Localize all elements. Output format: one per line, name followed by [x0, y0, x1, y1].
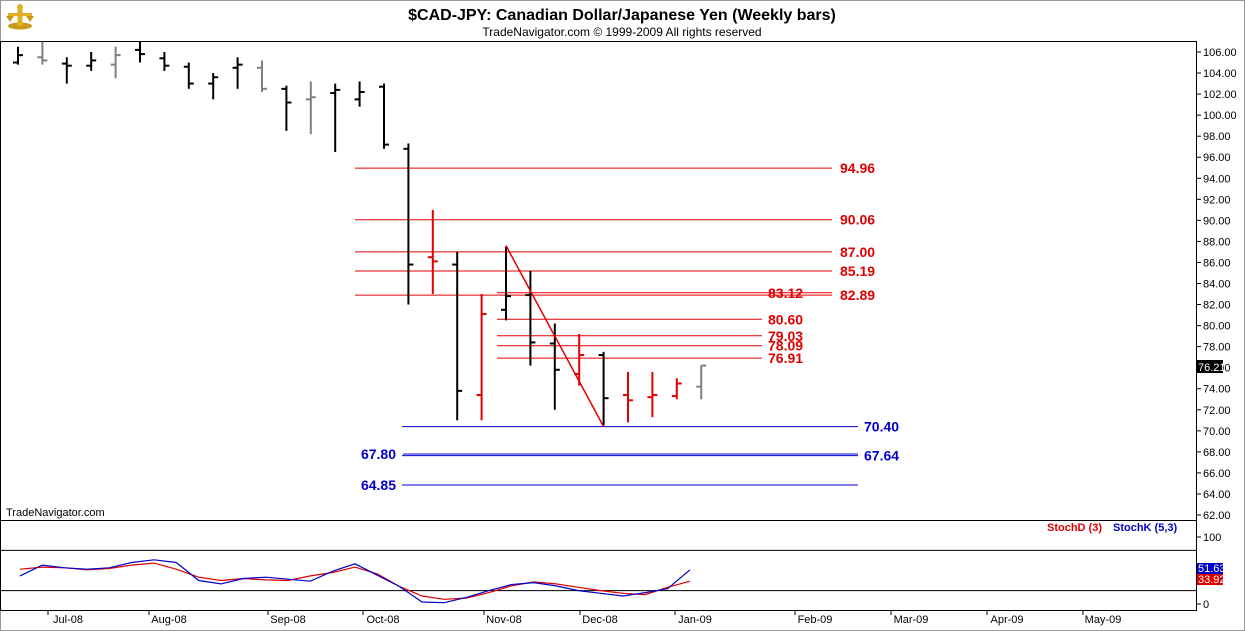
- y-tick-label: 72.00: [1203, 405, 1231, 417]
- level-label: 80.60: [768, 311, 803, 327]
- y-tick-label: 74.00: [1203, 384, 1231, 396]
- y-tick-label: 94.00: [1203, 173, 1231, 185]
- level-label: 64.85: [361, 477, 396, 493]
- legend-stochk: StochK (5,3): [1113, 522, 1178, 534]
- y-tick-label: 100.00: [1203, 110, 1237, 122]
- y-tick-label: 86.00: [1203, 257, 1231, 269]
- y-tick-label: 98.00: [1203, 131, 1231, 143]
- level-label: 82.89: [840, 287, 875, 303]
- level-label: 70.40: [864, 419, 899, 435]
- stoch-y-tick-label: 100: [1203, 532, 1221, 544]
- x-tick-label: Aug-08: [151, 614, 186, 626]
- y-tick-label: 66.00: [1203, 468, 1231, 480]
- y-tick-label: 70.00: [1203, 426, 1231, 438]
- level-label: 76.91: [768, 350, 803, 366]
- legend-stochd: StochD (3): [1047, 522, 1102, 534]
- y-tick-label: 80.00: [1203, 321, 1231, 333]
- y-tick-label: 68.00: [1203, 447, 1231, 459]
- trendline: [505, 245, 605, 427]
- y-tick-label: 88.00: [1203, 236, 1231, 248]
- stoch-series-line: [19, 562, 691, 600]
- level-label: 87.00: [840, 244, 875, 260]
- y-tick-label: 82.00: [1203, 300, 1231, 312]
- stoch-last-badge: [1197, 574, 1223, 585]
- y-tick-label: 104.00: [1203, 68, 1237, 80]
- y-tick-label: 90.00: [1203, 215, 1231, 227]
- level-label: 78.09: [768, 338, 803, 354]
- x-tick-label: Jan-09: [678, 614, 712, 626]
- x-tick-label: Mar-09: [894, 614, 929, 626]
- stoch-y-tick-label: 0: [1203, 599, 1209, 611]
- y-tick-label: 78.00: [1203, 342, 1231, 354]
- level-label: 94.96: [840, 160, 875, 176]
- watermark: TradeNavigator.com: [6, 507, 105, 519]
- chart-title: $CAD-JPY: Canadian Dollar/Japanese Yen (…: [408, 7, 836, 24]
- y-tick-label: 62.00: [1203, 510, 1231, 522]
- stoch-panel-border: [0, 520, 1197, 611]
- x-tick-label: Jul-08: [53, 614, 83, 626]
- trendline-segment: [505, 245, 605, 427]
- x-axis: Jul-08 Aug-08 Sep-08 Oct-08 Nov-08 Dec-08 Jan-…: [47, 610, 1122, 626]
- x-tick-label: Oct-08: [366, 614, 399, 626]
- stoch-last-badge: [1197, 563, 1223, 574]
- stoch-last-label: 33.92: [1198, 574, 1226, 586]
- price-bars: [13, 41, 707, 426]
- x-tick-label: May-09: [1085, 614, 1122, 626]
- level-label: 90.06: [840, 212, 875, 228]
- x-tick-label: Feb-09: [798, 614, 833, 626]
- y-tick-label: 92.00: [1203, 194, 1231, 206]
- chart-subtitle: TradeNavigator.com © 1999-2009 All right…: [482, 25, 761, 39]
- stoch-last-label: 51.63: [1198, 563, 1226, 575]
- x-tick-label: Apr-09: [990, 614, 1023, 626]
- level-label: 67.64: [864, 448, 899, 464]
- level-label: 67.80: [361, 446, 396, 462]
- level-lines: 94.96 90.06 87.00 85.19 82.89 83.12 80.6079.03…: [355, 160, 899, 493]
- y-tick-label: 96.00: [1203, 152, 1231, 164]
- level-label: 85.19: [840, 263, 875, 279]
- y-tick-label: 102.00: [1203, 89, 1237, 101]
- x-tick-label: Sep-08: [270, 614, 305, 626]
- last-price-label: 76.21: [1198, 362, 1226, 374]
- last-price-badge: [1197, 360, 1223, 373]
- level-label: 79.03: [768, 328, 803, 344]
- y-tick-label: 84.00: [1203, 279, 1231, 291]
- tradenavigator-logo-icon: [3, 3, 37, 37]
- y-tick-label: 64.00: [1203, 489, 1231, 501]
- stoch-series-line: [19, 559, 691, 604]
- x-tick-label: Nov-08: [486, 614, 521, 626]
- y-tick-label: 106.00: [1203, 47, 1237, 59]
- x-tick-label: Dec-08: [582, 614, 617, 626]
- level-label: 83.12: [768, 285, 803, 301]
